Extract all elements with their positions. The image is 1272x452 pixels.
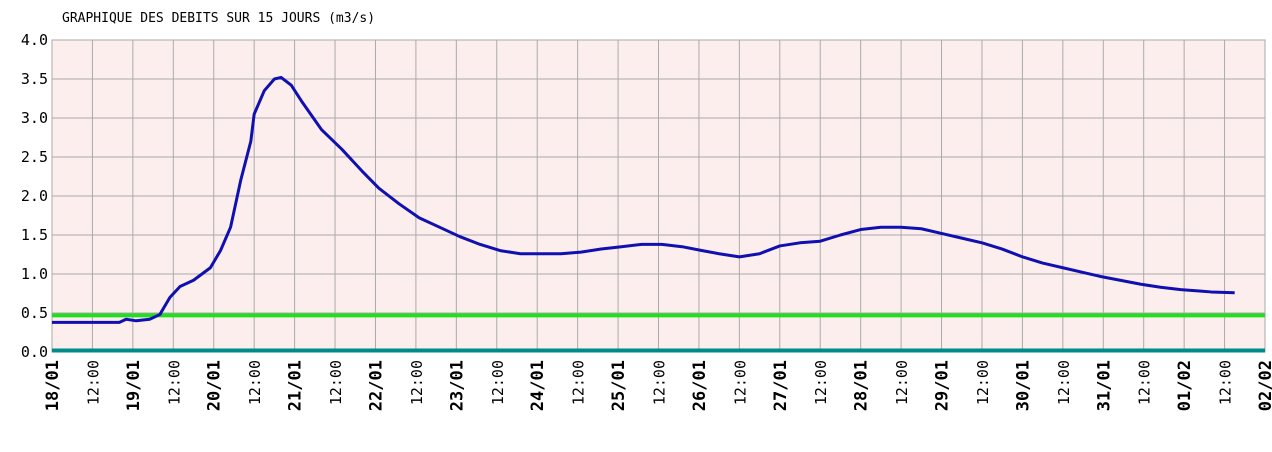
y-tick-label: 4.0 <box>21 31 48 49</box>
x-tick-label: 21/01 <box>286 360 306 411</box>
x-tick-label: 12:00 <box>1217 360 1235 405</box>
x-tick-label: 26/01 <box>690 360 710 411</box>
x-tick-label: 22/01 <box>366 360 386 411</box>
x-tick-label: 12:00 <box>1055 360 1073 405</box>
y-tick-label: 1.5 <box>21 226 48 244</box>
y-tick-label: 3.0 <box>21 109 48 127</box>
y-tick-label: 0.0 <box>21 343 48 361</box>
x-tick-label: 12:00 <box>974 360 992 405</box>
x-tick-label: 12:00 <box>408 360 426 405</box>
x-tick-label: 12:00 <box>84 360 102 405</box>
y-tick-label: 3.5 <box>21 70 48 88</box>
y-tick-label: 2.0 <box>21 187 48 205</box>
x-tick-label: 12:00 <box>165 360 183 405</box>
x-tick-label: 19/01 <box>124 360 144 411</box>
y-tick-label: 2.5 <box>21 148 48 166</box>
x-tick-label: 12:00 <box>1136 360 1154 405</box>
chart-title: GRAPHIQUE DES DEBITS SUR 15 JOURS (m3/s) <box>62 11 375 26</box>
x-tick-label: 27/01 <box>771 360 791 411</box>
x-tick-label: 20/01 <box>205 360 225 411</box>
y-tick-label: 0.5 <box>21 304 48 322</box>
x-tick-label: 12:00 <box>246 360 264 405</box>
x-tick-label: 12:00 <box>327 360 345 405</box>
x-tick-label: 01/02 <box>1175 360 1195 411</box>
x-tick-label: 12:00 <box>893 360 911 405</box>
x-tick-label: 28/01 <box>852 360 872 411</box>
x-tick-label: 02/02 <box>1256 360 1272 411</box>
x-tick-label: 23/01 <box>447 360 467 411</box>
x-tick-label: 12:00 <box>489 360 507 405</box>
x-tick-label: 18/01 <box>43 360 63 411</box>
x-tick-label: 12:00 <box>812 360 830 405</box>
x-tick-label: 24/01 <box>528 360 548 411</box>
x-tick-label: 12:00 <box>570 360 588 405</box>
x-tick-label: 12:00 <box>731 360 749 405</box>
series-line <box>52 75 1235 324</box>
x-tick-label: 31/01 <box>1094 360 1114 411</box>
x-tick-label: 30/01 <box>1013 360 1033 411</box>
y-tick-label: 1.0 <box>21 265 48 283</box>
x-tick-label: 29/01 <box>933 360 953 411</box>
x-tick-label: 25/01 <box>609 360 629 411</box>
x-tick-label: 12:00 <box>651 360 669 405</box>
